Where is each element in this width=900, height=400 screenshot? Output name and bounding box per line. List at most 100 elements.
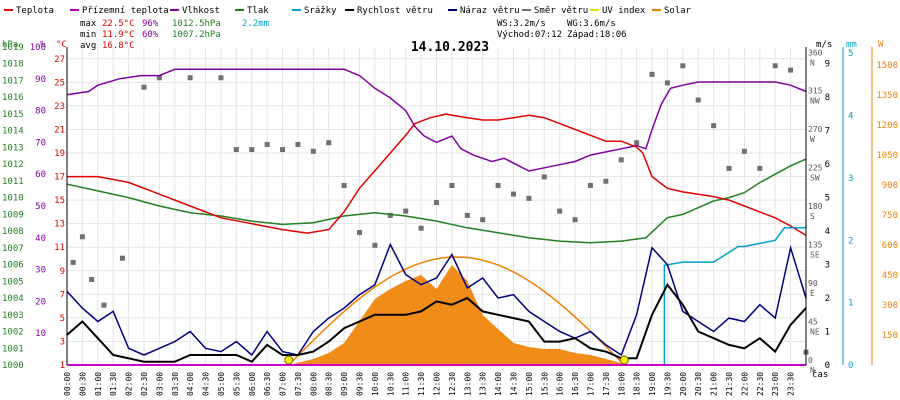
direction-point [79, 234, 85, 240]
tick-label-time: 15:00 [525, 372, 534, 396]
chart-title: 14.10.2023 [411, 40, 489, 55]
tick-label-time: 09:00 [340, 372, 349, 396]
tick-label-temperature: 23 [54, 102, 65, 112]
axis-unit-label: hPa [2, 40, 18, 50]
tick-label-time: 06:30 [263, 372, 272, 396]
legend-label: Přízemní teplota [82, 6, 169, 16]
tick-label-direction: SE [810, 251, 820, 260]
tick-label-time: 20:00 [679, 372, 688, 396]
direction-point [526, 195, 532, 201]
tick-label-direction-deg: 180 [808, 202, 823, 211]
tick-label-direction: SW [810, 174, 820, 183]
direction-point [618, 157, 624, 163]
direction-point [788, 67, 794, 73]
direction-point [233, 147, 239, 153]
tick-label-time: 03:00 [155, 372, 164, 396]
legend: Teplota Přízemní teplota Vlhkost Tlak Srážky… [4, 6, 692, 16]
tick-label-humidity: 10 [35, 329, 46, 339]
tick-label-direction-deg: 270 [808, 125, 823, 134]
direction-point [156, 75, 162, 81]
direction-point [418, 225, 424, 231]
tick-label-time: 14:00 [494, 372, 503, 396]
tick-label-time: 04:30 [202, 372, 211, 396]
axis-unit-label: mm [846, 40, 857, 50]
tick-label-temperature: 15 [54, 196, 65, 206]
tick-label-time: 18:00 [617, 372, 626, 396]
tick-label-direction-deg: 0 [808, 356, 813, 365]
tick-label-time: 05:30 [232, 372, 241, 396]
tick-label-time: 09:30 [356, 372, 365, 396]
tick-label-direction: NE [810, 328, 820, 337]
tick-label-time: 16:00 [556, 372, 565, 396]
tick-label-time: 20:30 [694, 372, 703, 396]
tick-label-rain: 5 [848, 49, 853, 59]
tick-label-wind: 0 [825, 361, 830, 371]
tick-label-time: 07:00 [279, 372, 288, 396]
solar-theoretical-curve [288, 256, 625, 366]
tick-label-solar: 600 [882, 241, 898, 251]
tick-label-direction: N [810, 58, 815, 67]
series-line-vlhkost [66, 68, 807, 172]
tick-label-time: 06:00 [248, 372, 257, 396]
direction-point [218, 75, 224, 81]
tick-label-time: 22:00 [740, 372, 749, 396]
tick-label-pressure: 1004 [2, 294, 24, 304]
tick-label-wind: 1 [825, 328, 830, 338]
direction-point [295, 141, 301, 147]
direction-point [510, 191, 516, 197]
direction-point [70, 259, 76, 265]
direction-point [387, 212, 393, 218]
direction-point [603, 178, 609, 184]
grid [66, 47, 806, 366]
tick-label-solar: 150 [882, 331, 898, 341]
tick-label-time: 22:30 [756, 372, 765, 396]
tick-label-time: 17:00 [586, 372, 595, 396]
tick-label-wind: 7 [825, 127, 830, 137]
tick-label-pressure: 1010 [2, 194, 24, 204]
direction-point [264, 141, 270, 147]
tick-label-temperature: 9 [60, 267, 65, 277]
series-lines [66, 68, 807, 366]
tick-label-temperature: 17 [54, 173, 65, 183]
tick-label-wind: 6 [825, 160, 830, 170]
legend-label: UV index [602, 6, 646, 16]
tick-label-time: 04:00 [186, 372, 195, 396]
direction-point [480, 217, 486, 223]
tick-label-time: 18:30 [633, 372, 642, 396]
direction-point [434, 200, 439, 206]
tick-label-pressure: 1007 [2, 244, 24, 254]
legend-label: Teplota [16, 6, 54, 16]
tick-label-solar: 1500 [876, 61, 898, 71]
tick-label-wind: 4 [825, 227, 830, 237]
axis-label-time: čas [812, 369, 828, 380]
series-line-srazky [67, 227, 806, 366]
direction-point [187, 75, 193, 81]
tick-label-temperature: 3 [60, 337, 65, 347]
tick-label-temperature: 27 [54, 55, 65, 65]
tick-label-solar: 450 [882, 271, 898, 281]
tick-label-humidity: 50 [35, 202, 46, 212]
tick-label-time: 19:00 [648, 372, 657, 396]
tick-label-humidity: 90 [35, 75, 46, 85]
tick-label-humidity: 100 [30, 43, 46, 53]
stat-value: 11.9°C [102, 30, 135, 40]
tick-label-pressure: 1000 [2, 361, 24, 371]
tick-label-wind: 2 [825, 294, 830, 304]
tick-label-direction-deg: 90 [808, 279, 818, 288]
tick-label-humidity: 70 [35, 138, 46, 148]
stat-ws: WS:3.2m/s [497, 19, 546, 29]
tick-label-rain: 4 [848, 112, 853, 122]
tick-label-time: 15:30 [540, 372, 549, 396]
tick-label-time: 02:00 [125, 372, 134, 396]
tick-label-pressure: 1009 [2, 210, 24, 220]
legend-label: Směr větru [534, 6, 588, 16]
tick-label-temperature: 1 [60, 361, 65, 371]
tick-label-solar: 1350 [876, 91, 898, 101]
tick-label-humidity: 20 [35, 297, 46, 307]
tick-label-direction-deg: 360 [808, 48, 823, 57]
tick-label-rain: 3 [848, 174, 853, 184]
legend-label: Srážky [304, 6, 337, 16]
tick-label-time: 10:30 [386, 372, 395, 396]
tick-label-pressure: 1008 [2, 227, 24, 237]
tick-label-time: 19:30 [663, 372, 672, 396]
